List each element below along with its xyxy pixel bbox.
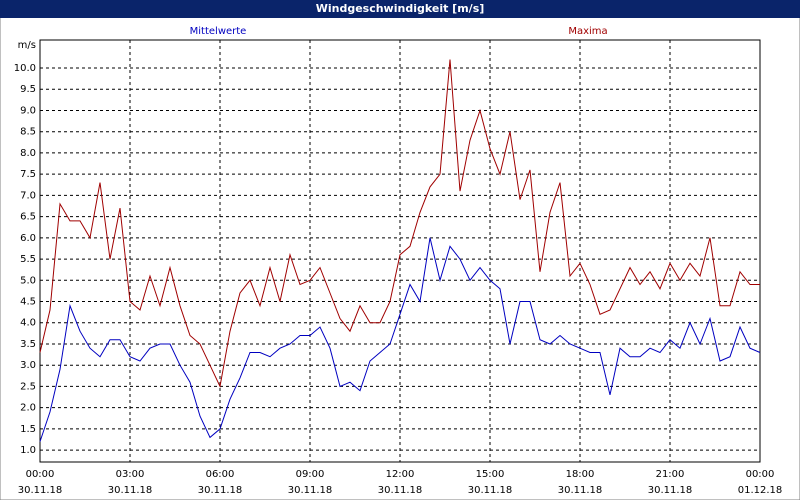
x-tick-date: 30.11.18 — [378, 485, 423, 496]
title-bar — [0, 0, 800, 18]
x-tick-date: 30.11.18 — [468, 485, 513, 496]
legend-label: Maxima — [568, 26, 607, 37]
y-tick-label: 1.5 — [20, 424, 36, 435]
y-tick-label: 8.0 — [20, 148, 36, 159]
x-tick-label: 15:00 — [476, 469, 505, 480]
x-tick-date: 30.11.18 — [18, 485, 63, 496]
y-tick-label: 6.0 — [20, 233, 36, 244]
chart-title: Windgeschwindigkeit [m/s] — [316, 2, 485, 15]
y-tick-label: 9.5 — [20, 84, 36, 95]
x-tick-date: 30.11.18 — [198, 485, 243, 496]
y-tick-label: 7.5 — [20, 169, 36, 180]
x-tick-label: 00:00 — [26, 469, 55, 480]
x-tick-date: 30.11.18 — [648, 485, 693, 496]
y-tick-label: 3.0 — [20, 360, 36, 371]
y-tick-label: 5.0 — [20, 275, 36, 286]
x-tick-label: 21:00 — [656, 469, 685, 480]
y-tick-label: 7.0 — [20, 190, 36, 201]
x-tick-label: 12:00 — [386, 469, 415, 480]
x-tick-date: 30.11.18 — [558, 485, 603, 496]
y-tick-label: 1.0 — [20, 445, 36, 456]
y-tick-label: 5.5 — [20, 254, 36, 265]
x-tick-date: 30.11.18 — [288, 485, 333, 496]
y-tick-label: 9.0 — [20, 105, 36, 116]
y-tick-label: 8.5 — [20, 127, 36, 138]
y-tick-label: 2.5 — [20, 381, 36, 392]
x-tick-label: 18:00 — [566, 469, 595, 480]
y-tick-label: 3.5 — [20, 339, 36, 350]
x-tick-date: 30.11.18 — [108, 485, 153, 496]
x-tick-date: 01.12.18 — [738, 485, 783, 496]
x-tick-label: 03:00 — [116, 469, 145, 480]
x-tick-label: 00:00 — [746, 469, 775, 480]
y-tick-label: 10.0 — [14, 63, 36, 74]
series-line — [39, 237, 761, 442]
x-tick-label: 09:00 — [296, 469, 325, 480]
x-tick-label: 06:00 — [206, 469, 235, 480]
legend-label: Mittelwerte — [190, 26, 247, 37]
y-tick-label: 2.0 — [20, 403, 36, 414]
series-line — [39, 59, 760, 389]
y-tick-label: 4.5 — [20, 297, 36, 308]
y-tick-label: 6.5 — [20, 212, 36, 223]
y-tick-label: 4.0 — [20, 318, 36, 329]
y-unit-label: m/s — [18, 40, 36, 51]
